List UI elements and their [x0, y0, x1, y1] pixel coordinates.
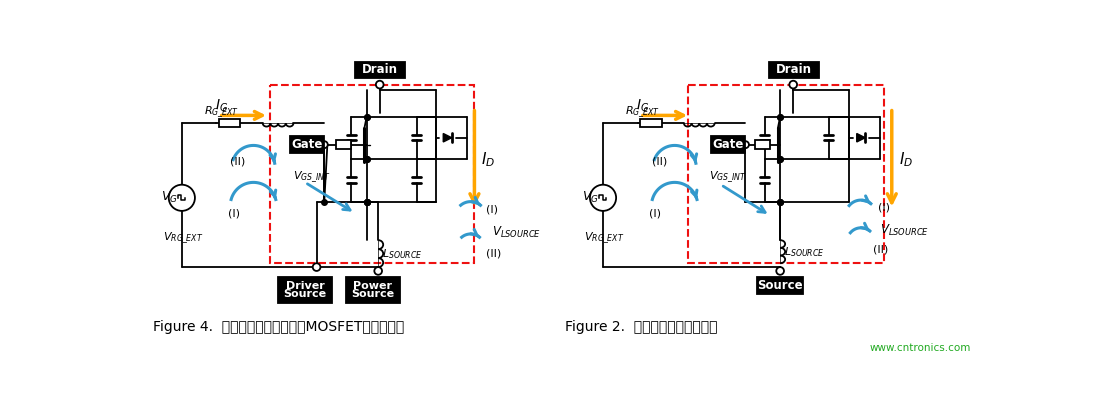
- Bar: [278, 277, 331, 303]
- Text: $V_G$: $V_G$: [582, 190, 600, 205]
- Text: $V_{GS\_INT}$: $V_{GS\_INT}$: [293, 169, 331, 185]
- Text: $V_{LSOURCE}$: $V_{LSOURCE}$: [492, 225, 542, 240]
- Circle shape: [742, 141, 749, 148]
- Circle shape: [313, 263, 321, 271]
- Text: (I): (I): [486, 204, 498, 214]
- Text: $V_{GS\_INT}$: $V_{GS\_INT}$: [709, 169, 746, 185]
- Text: (I): (I): [228, 208, 240, 218]
- Text: (I): (I): [649, 208, 661, 218]
- Text: $I_D$: $I_D$: [481, 150, 496, 169]
- Text: Drain: Drain: [776, 64, 812, 77]
- Bar: [769, 62, 818, 79]
- Text: $R_{G\_EXT}$: $R_{G\_EXT}$: [205, 104, 240, 120]
- Polygon shape: [857, 133, 865, 142]
- Text: $L_{SOURCE}$: $L_{SOURCE}$: [382, 247, 422, 261]
- Circle shape: [777, 267, 784, 275]
- Bar: [270, 85, 475, 263]
- Circle shape: [374, 267, 382, 275]
- Bar: [290, 136, 324, 153]
- Circle shape: [790, 81, 798, 89]
- Bar: [757, 277, 803, 294]
- Text: $V_{RG\_EXT}$: $V_{RG\_EXT}$: [163, 231, 203, 246]
- Text: (II): (II): [652, 156, 666, 167]
- Text: Source: Source: [351, 289, 394, 299]
- Text: (II): (II): [231, 156, 245, 167]
- Text: Source: Source: [283, 289, 327, 299]
- Bar: [356, 62, 405, 79]
- Text: (II): (II): [486, 249, 501, 259]
- Text: $I_G$: $I_G$: [636, 98, 650, 114]
- Bar: [640, 119, 662, 127]
- Text: $I_D$: $I_D$: [899, 150, 913, 169]
- Bar: [755, 141, 770, 149]
- Bar: [346, 277, 399, 303]
- Text: $V_{RG\_EXT}$: $V_{RG\_EXT}$: [584, 231, 625, 246]
- Text: $L_{SOURCE}$: $L_{SOURCE}$: [784, 245, 825, 258]
- Text: $I_G$: $I_G$: [214, 98, 229, 114]
- Bar: [219, 119, 241, 127]
- Text: Power: Power: [353, 281, 393, 291]
- Circle shape: [321, 141, 328, 148]
- Circle shape: [590, 185, 616, 211]
- Text: Gate: Gate: [291, 138, 323, 151]
- Text: Figure 4.  具有驱动器源极引脚的MOSFET的驱动电路: Figure 4. 具有驱动器源极引脚的MOSFET的驱动电路: [153, 320, 405, 334]
- Bar: [688, 85, 884, 263]
- Text: (II): (II): [873, 245, 887, 254]
- Circle shape: [376, 81, 384, 89]
- Text: Driver: Driver: [286, 281, 325, 291]
- Text: (I): (I): [877, 203, 889, 213]
- Text: www.cntronics.com: www.cntronics.com: [870, 343, 971, 353]
- Text: Figure 2.  开关工作过程中的电压: Figure 2. 开关工作过程中的电压: [565, 320, 717, 334]
- Circle shape: [168, 185, 195, 211]
- Text: $R_{G\_EXT}$: $R_{G\_EXT}$: [625, 104, 660, 120]
- Bar: [711, 136, 745, 153]
- Bar: [336, 141, 351, 149]
- Text: Drain: Drain: [362, 64, 398, 77]
- Text: $V_{LSOURCE}$: $V_{LSOURCE}$: [881, 223, 929, 238]
- Text: Source: Source: [757, 279, 803, 292]
- Polygon shape: [443, 133, 452, 142]
- Text: $V_G$: $V_G$: [161, 190, 178, 205]
- Text: Gate: Gate: [712, 138, 744, 151]
